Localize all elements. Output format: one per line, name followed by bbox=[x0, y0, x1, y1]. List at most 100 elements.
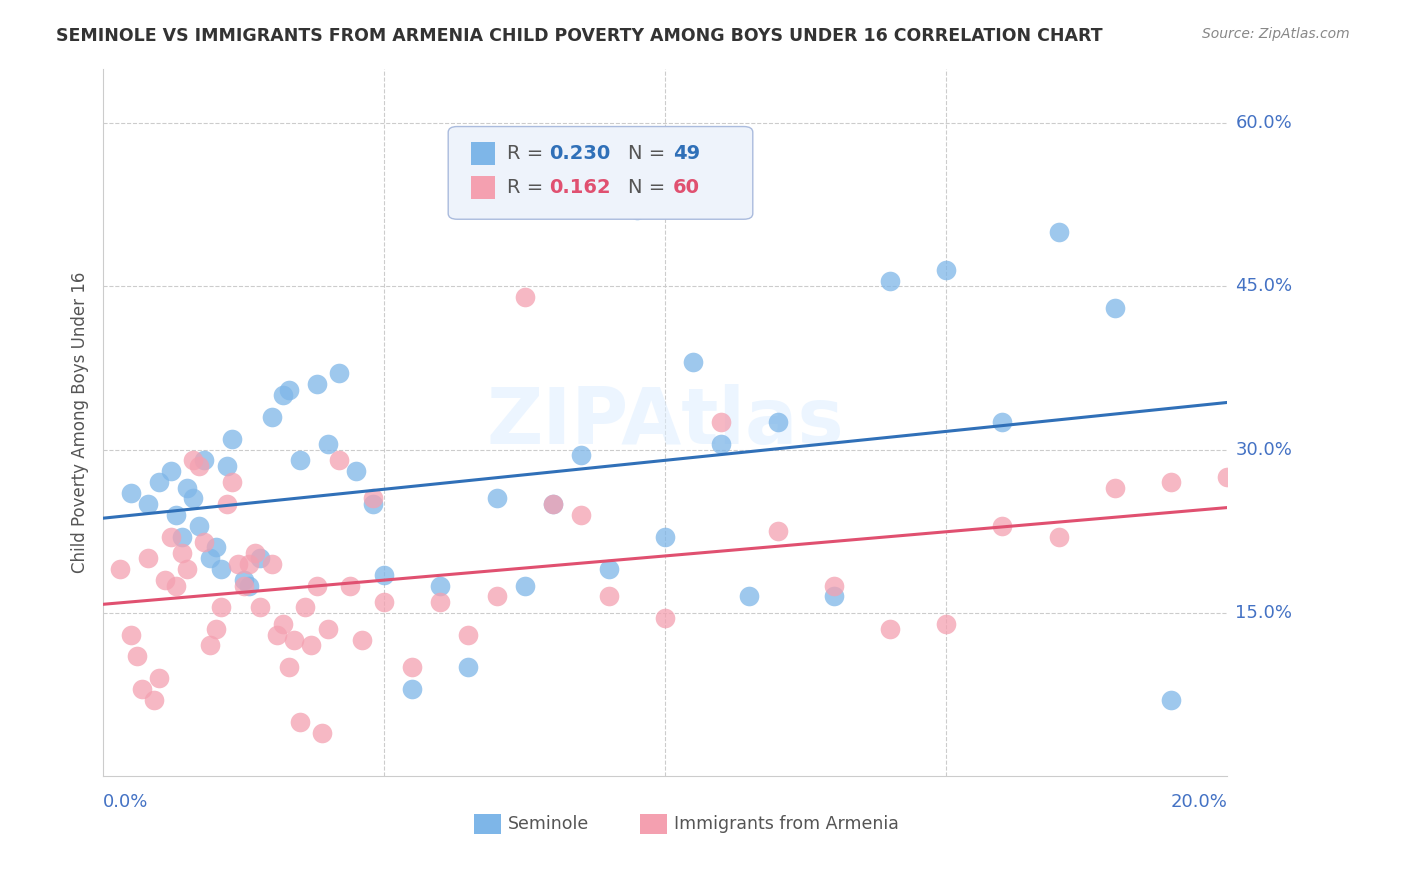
Point bbox=[1047, 530, 1070, 544]
Point bbox=[401, 660, 423, 674]
Point bbox=[260, 557, 283, 571]
Point bbox=[159, 530, 181, 544]
Point bbox=[232, 573, 254, 587]
Point bbox=[209, 562, 232, 576]
Point bbox=[823, 590, 845, 604]
Point bbox=[181, 453, 204, 467]
Point bbox=[243, 546, 266, 560]
Text: 15.0%: 15.0% bbox=[1236, 604, 1292, 622]
Point bbox=[176, 481, 198, 495]
Point bbox=[598, 562, 620, 576]
Point bbox=[991, 518, 1014, 533]
Text: Seminole: Seminole bbox=[508, 815, 589, 833]
Point bbox=[131, 681, 153, 696]
Point bbox=[226, 557, 249, 571]
Point bbox=[136, 497, 159, 511]
Point bbox=[221, 475, 243, 490]
FancyBboxPatch shape bbox=[474, 814, 501, 834]
Point bbox=[654, 611, 676, 625]
Point bbox=[1104, 481, 1126, 495]
Point bbox=[176, 562, 198, 576]
Point bbox=[1047, 225, 1070, 239]
Text: 49: 49 bbox=[673, 144, 700, 163]
Point bbox=[136, 551, 159, 566]
Point bbox=[401, 681, 423, 696]
Point bbox=[823, 578, 845, 592]
Point bbox=[187, 518, 209, 533]
Point bbox=[198, 551, 221, 566]
Point bbox=[328, 453, 350, 467]
Point bbox=[170, 530, 193, 544]
Point bbox=[249, 600, 271, 615]
Text: SEMINOLE VS IMMIGRANTS FROM ARMENIA CHILD POVERTY AMONG BOYS UNDER 16 CORRELATIO: SEMINOLE VS IMMIGRANTS FROM ARMENIA CHIL… bbox=[56, 27, 1102, 45]
Point bbox=[283, 633, 305, 648]
Point bbox=[710, 415, 733, 429]
Point bbox=[344, 464, 367, 478]
Point bbox=[215, 458, 238, 473]
Point bbox=[311, 725, 333, 739]
Point bbox=[485, 491, 508, 506]
Point bbox=[153, 573, 176, 587]
Point bbox=[288, 453, 311, 467]
Point bbox=[187, 458, 209, 473]
Point bbox=[710, 437, 733, 451]
Point bbox=[238, 557, 260, 571]
Point bbox=[277, 660, 299, 674]
Point bbox=[204, 541, 226, 555]
Point bbox=[879, 274, 901, 288]
Point bbox=[935, 616, 957, 631]
Point bbox=[766, 415, 789, 429]
Point bbox=[1160, 475, 1182, 490]
Point bbox=[935, 263, 957, 277]
Text: 45.0%: 45.0% bbox=[1236, 277, 1292, 295]
Point bbox=[738, 590, 761, 604]
Point bbox=[513, 290, 536, 304]
Text: 0.162: 0.162 bbox=[550, 178, 612, 197]
FancyBboxPatch shape bbox=[640, 814, 668, 834]
Point bbox=[328, 367, 350, 381]
Point bbox=[305, 377, 328, 392]
Point bbox=[266, 627, 288, 641]
Point bbox=[249, 551, 271, 566]
Point bbox=[193, 535, 215, 549]
Point bbox=[148, 475, 170, 490]
Point bbox=[232, 578, 254, 592]
Point bbox=[271, 388, 294, 402]
Point bbox=[238, 578, 260, 592]
Point bbox=[361, 497, 384, 511]
Point bbox=[294, 600, 316, 615]
Point bbox=[305, 578, 328, 592]
Point bbox=[215, 497, 238, 511]
Text: 60.0%: 60.0% bbox=[1236, 114, 1292, 132]
Text: 0.0%: 0.0% bbox=[103, 793, 149, 811]
Point bbox=[288, 714, 311, 729]
Text: Source: ZipAtlas.com: Source: ZipAtlas.com bbox=[1202, 27, 1350, 41]
Point bbox=[350, 633, 373, 648]
Text: R =: R = bbox=[506, 144, 550, 163]
Point bbox=[766, 524, 789, 538]
Point bbox=[120, 486, 142, 500]
Text: Immigrants from Armenia: Immigrants from Armenia bbox=[673, 815, 898, 833]
Point bbox=[569, 448, 592, 462]
Point bbox=[598, 590, 620, 604]
Point bbox=[654, 530, 676, 544]
Point bbox=[170, 546, 193, 560]
Point bbox=[339, 578, 361, 592]
FancyBboxPatch shape bbox=[471, 176, 495, 199]
Y-axis label: Child Poverty Among Boys Under 16: Child Poverty Among Boys Under 16 bbox=[72, 271, 89, 573]
Point bbox=[159, 464, 181, 478]
Point bbox=[879, 622, 901, 636]
Point bbox=[361, 491, 384, 506]
Point bbox=[181, 491, 204, 506]
Text: N =: N = bbox=[628, 144, 672, 163]
Point bbox=[204, 622, 226, 636]
Point bbox=[221, 432, 243, 446]
Point bbox=[569, 508, 592, 522]
Point bbox=[1160, 693, 1182, 707]
Point bbox=[373, 567, 395, 582]
Point bbox=[457, 660, 479, 674]
Point bbox=[271, 616, 294, 631]
Point bbox=[260, 409, 283, 424]
Point bbox=[626, 202, 648, 217]
Point bbox=[682, 355, 704, 369]
